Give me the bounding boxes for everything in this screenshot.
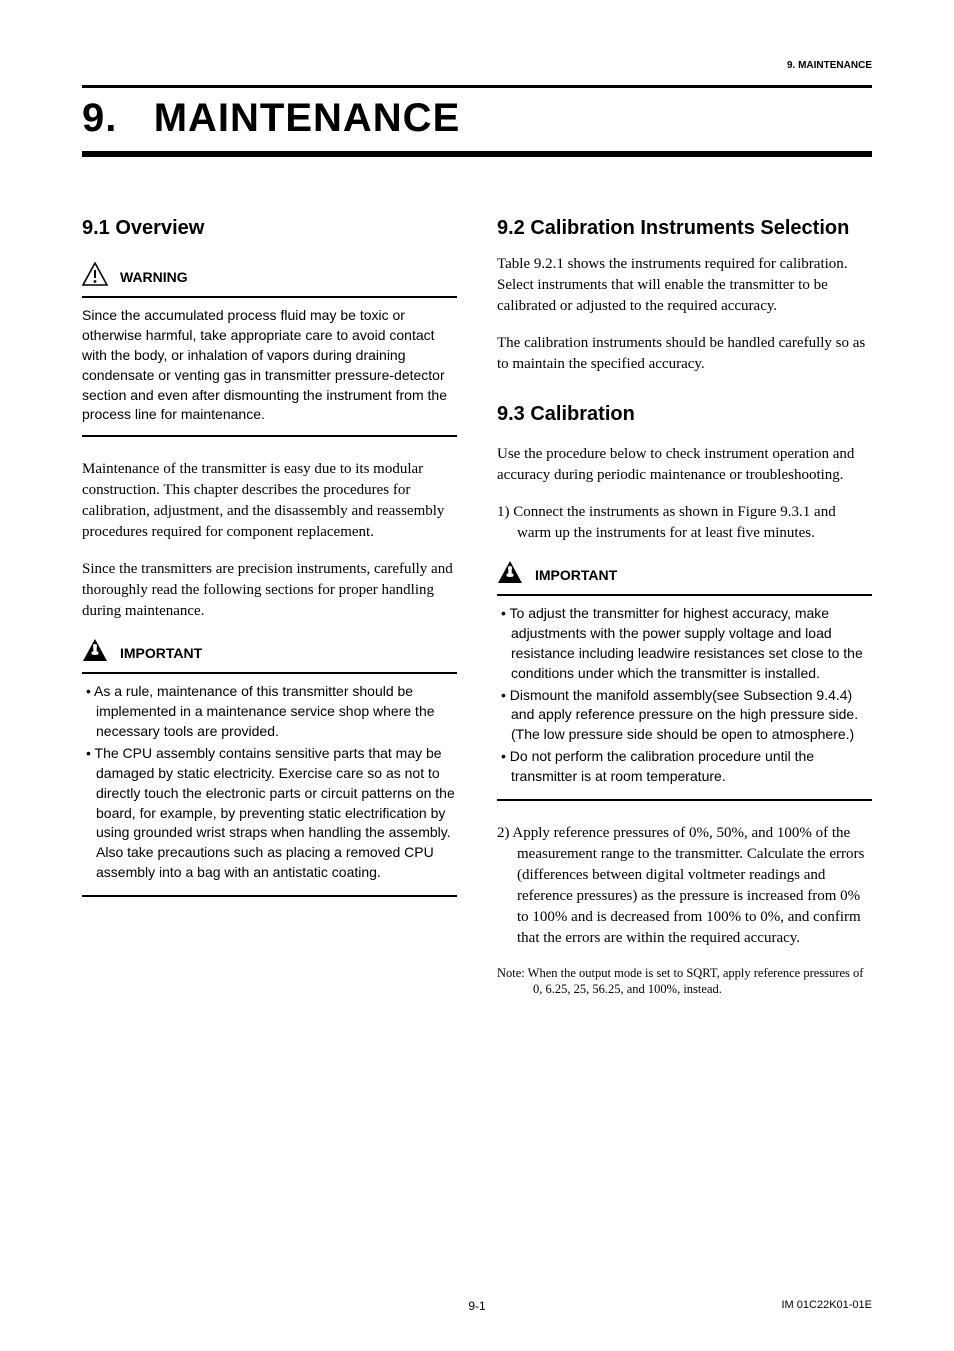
right-column: 9.2 Calibration Instruments Selection Ta… xyxy=(497,217,872,997)
list-item: Do not perform the calibration procedure… xyxy=(497,747,872,787)
overview-para-1: Maintenance of the transmitter is easy d… xyxy=(82,459,457,543)
important-header-1: IMPORTANT xyxy=(82,638,457,674)
warning-header: WARNING xyxy=(82,262,457,298)
important-list-2: To adjust the transmitter for highest ac… xyxy=(497,604,872,787)
list-item: To adjust the transmitter for highest ac… xyxy=(497,604,872,684)
page-number: 9-1 xyxy=(468,1299,485,1313)
list-item: The CPU assembly contains sensitive part… xyxy=(82,744,457,883)
section-heading-9-2: 9.2 Calibration Instruments Selection xyxy=(497,217,872,240)
section-heading-9-3: 9.3 Calibration xyxy=(497,403,872,426)
section-heading-9-1: 9.1 Overview xyxy=(82,217,457,240)
page: 9. MAINTENANCE 9. MAINTENANCE 9.1 Overvi… xyxy=(0,0,954,1351)
document-id: IM 01C22K01-01E xyxy=(782,1299,873,1311)
calib-instruments-para-2: The calibration instruments should be ha… xyxy=(497,333,872,375)
overview-para-2: Since the transmitters are precision ins… xyxy=(82,559,457,622)
important-triangle-icon xyxy=(497,560,523,589)
calibration-intro: Use the procedure below to check instrum… xyxy=(497,444,872,486)
warning-callout: WARNING Since the accumulated process fl… xyxy=(82,262,457,437)
warning-triangle-icon xyxy=(82,262,108,291)
important-triangle-icon xyxy=(82,638,108,667)
important-label-1: IMPORTANT xyxy=(120,645,202,661)
warning-label: WARNING xyxy=(120,269,188,285)
two-column-layout: 9.1 Overview WARNING Since the accumulat… xyxy=(82,217,872,997)
running-head: 9. MAINTENANCE xyxy=(82,60,872,71)
calibration-note: Note: When the output mode is set to SQR… xyxy=(497,965,872,998)
important-callout-1: IMPORTANT As a rule, maintenance of this… xyxy=(82,638,457,897)
chapter-name: MAINTENANCE xyxy=(154,96,461,140)
list-item: Dismount the manifold assembly(see Subse… xyxy=(497,686,872,746)
calibration-step-2: 2) Apply reference pressures of 0%, 50%,… xyxy=(497,823,872,949)
warning-body: Since the accumulated process fluid may … xyxy=(82,306,457,437)
important-body-2: To adjust the transmitter for highest ac… xyxy=(497,604,872,801)
chapter-title: 9. MAINTENANCE xyxy=(82,85,872,157)
left-column: 9.1 Overview WARNING Since the accumulat… xyxy=(82,217,457,997)
important-header-2: IMPORTANT xyxy=(497,560,872,596)
important-callout-2: IMPORTANT To adjust the transmitter for … xyxy=(497,560,872,801)
important-label-2: IMPORTANT xyxy=(535,567,617,583)
important-body-1: As a rule, maintenance of this transmitt… xyxy=(82,682,457,897)
page-footer: 9-1 IM 01C22K01-01E xyxy=(82,1299,872,1311)
calibration-step-1: 1) Connect the instruments as shown in F… xyxy=(497,502,872,544)
calib-instruments-para-1: Table 9.2.1 shows the instruments requir… xyxy=(497,254,872,317)
important-list-1: As a rule, maintenance of this transmitt… xyxy=(82,682,457,883)
list-item: As a rule, maintenance of this transmitt… xyxy=(82,682,457,742)
chapter-number: 9. xyxy=(82,96,117,140)
